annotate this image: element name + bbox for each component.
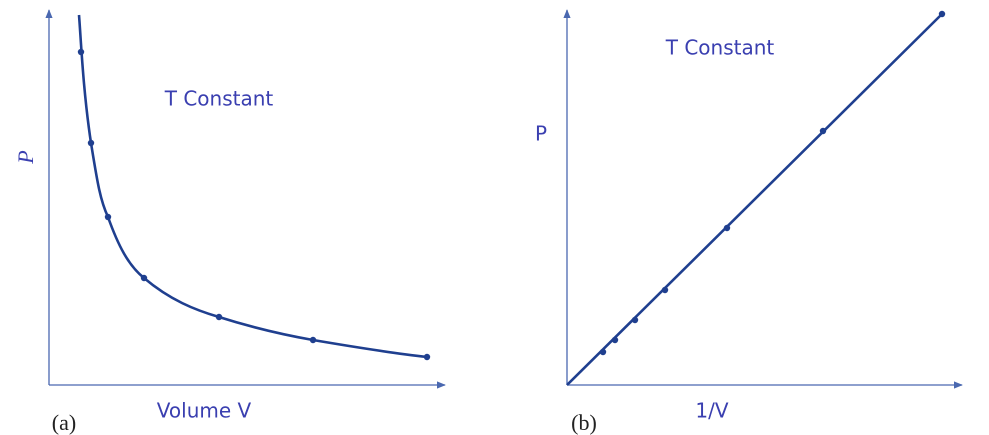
point: [309, 336, 317, 344]
panel-a: P T Constant Volume V (a): [13, 9, 446, 435]
point: [631, 316, 639, 324]
y-label: P: [535, 122, 547, 146]
point: [938, 10, 946, 18]
panel-tag: (b): [571, 410, 597, 435]
linear-fit: [566, 13, 943, 386]
point: [723, 224, 731, 232]
x-label: Volume V: [157, 399, 252, 423]
panel-tag: (a): [52, 410, 76, 435]
point: [87, 139, 95, 147]
data-points: [599, 10, 946, 356]
y-label: P: [13, 150, 38, 164]
point: [140, 274, 148, 282]
point: [611, 336, 619, 344]
point: [661, 286, 669, 294]
point: [104, 213, 112, 221]
panel-b: P T Constant 1/V (b): [535, 9, 963, 435]
note: T Constant: [665, 36, 775, 60]
point: [77, 48, 85, 56]
point: [819, 127, 827, 135]
point: [215, 313, 223, 321]
data-points: [77, 48, 431, 361]
note: T Constant: [164, 87, 274, 111]
point: [599, 348, 607, 356]
isotherm-curve: [77, 14, 428, 359]
x-label: 1/V: [695, 399, 728, 423]
point: [423, 353, 431, 361]
